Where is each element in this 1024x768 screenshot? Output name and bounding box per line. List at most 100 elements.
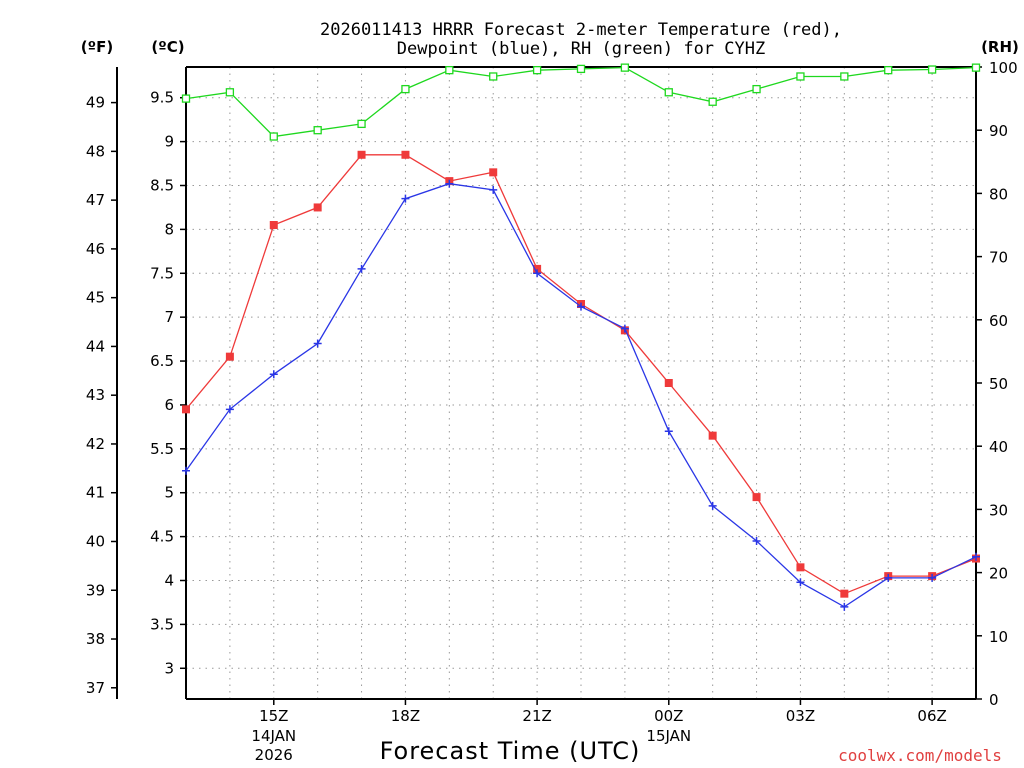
dewpoint-point	[533, 269, 542, 278]
temperature-point	[225, 352, 234, 361]
dewpoint-point	[664, 427, 673, 436]
rh-point	[225, 88, 235, 97]
fahrenheit-tick-label: 46	[86, 240, 105, 258]
rh-point	[971, 63, 981, 72]
rh-tick-label: 30	[989, 501, 1008, 519]
fahrenheit-tick-label: 45	[86, 289, 105, 307]
rh-point	[708, 97, 717, 106]
celsius-tick-label: 8	[164, 220, 174, 238]
celsius-tick-label: 8.5	[150, 177, 174, 195]
dewpoint-point	[489, 185, 498, 194]
rh-tick-label: 10	[989, 628, 1008, 646]
rh-point	[313, 126, 322, 135]
dewpoint-point	[269, 370, 278, 379]
temperature-point	[313, 203, 322, 212]
rh-point	[840, 72, 849, 81]
dewpoint-point	[620, 324, 629, 333]
temperature-point	[708, 431, 717, 440]
rh-point	[796, 72, 805, 81]
rh-point	[489, 72, 498, 81]
dewpoint-point	[796, 578, 805, 587]
x-axis-label: Forecast Time (UTC)	[380, 737, 641, 765]
rh-point	[269, 132, 278, 141]
x-tick-label: 00Z	[654, 707, 683, 725]
rh-tick-label: 40	[989, 438, 1008, 456]
x-tick-label: 18Z	[391, 707, 420, 725]
temperature-point	[357, 150, 366, 159]
date-label: 14JAN	[251, 727, 296, 745]
rh-tick-label: 60	[989, 312, 1008, 330]
fahrenheit-tick-label: 37	[86, 679, 105, 697]
rh-unit-label: (RH)	[981, 38, 1019, 56]
rh-point	[620, 63, 630, 72]
dewpoint-point	[708, 501, 717, 510]
temperature-point	[182, 405, 190, 414]
fahrenheit-tick-label: 41	[86, 484, 105, 502]
fahrenheit-tick-label: 43	[86, 386, 105, 404]
celsius-tick-label: 3.5	[150, 615, 174, 633]
temperature-point	[796, 563, 805, 572]
dewpoint-point	[884, 573, 893, 582]
rh-point	[401, 84, 410, 94]
dewpoint-point	[182, 466, 190, 475]
temperature-point	[269, 221, 278, 229]
fahrenheit-tick-label: 38	[86, 630, 105, 648]
celsius-tick-label: 4	[164, 572, 174, 590]
dewpoint-point	[445, 179, 454, 188]
fahrenheit-tick-label: 49	[86, 94, 105, 112]
dewpoint-point	[357, 264, 366, 273]
dewpoint-point	[577, 302, 585, 311]
fahrenheit-tick-label: 42	[86, 435, 105, 453]
dewpoint-point	[401, 194, 410, 203]
temperature-line	[185, 154, 977, 595]
rh-tick-label: 90	[989, 122, 1008, 140]
rh-point	[664, 88, 673, 97]
rh-point	[181, 94, 191, 103]
rh-point	[927, 65, 937, 74]
dewpoint-point	[752, 537, 761, 545]
celsius-tick-label: 4.5	[150, 528, 174, 546]
celsius-tick-label: 5	[164, 484, 174, 502]
rh-tick-label: 50	[989, 375, 1008, 393]
dewpoint-line	[185, 183, 977, 608]
rh-tick-label: 0	[989, 691, 999, 709]
celsius-unit-label: (ºC)	[151, 38, 184, 56]
temperature-point	[840, 589, 849, 598]
celsius-tick-label: 3	[164, 659, 174, 677]
x-tick-label: 21Z	[522, 707, 551, 725]
dewpoint-point	[972, 552, 980, 561]
fahrenheit-tick-label: 39	[86, 581, 105, 599]
fahrenheit-tick-label: 47	[86, 191, 105, 209]
data-series	[181, 63, 981, 611]
fahrenheit-tick-label: 48	[86, 142, 105, 160]
tick-labels: 3 3.5 4 4.5 5 5.5 6 6.5 7 7.5 8 8.5 9 9.5 37 38 39 40 41 42…	[86, 59, 1018, 764]
dewpoint-point	[928, 573, 937, 582]
chart-title-line1: 2026011413 HRRR Forecast 2-meter Tempera…	[320, 20, 842, 40]
celsius-tick-label: 7.5	[150, 264, 174, 282]
rh-point	[576, 64, 586, 74]
celsius-tick-label: 5.5	[150, 440, 174, 458]
temperature-point	[533, 264, 542, 273]
dewpoint-point	[225, 405, 234, 414]
axes	[111, 66, 982, 705]
temperature-point	[664, 379, 673, 387]
chart-title-line2: Dewpoint (blue), RH (green) for CYHZ	[397, 39, 765, 59]
rh-point	[357, 119, 366, 129]
year-label: 2026	[255, 746, 293, 764]
rh-point	[445, 66, 454, 75]
rh-tick-label: 70	[989, 249, 1008, 267]
dewpoint-point	[840, 602, 849, 611]
x-tick-label: 15Z	[259, 707, 288, 725]
rh-point	[752, 84, 761, 94]
temperature-point	[752, 493, 761, 502]
temperature-point	[489, 168, 498, 177]
temperature-point	[401, 150, 410, 159]
fahrenheit-unit-label: (ºF)	[81, 38, 113, 56]
celsius-tick-label: 9	[164, 133, 174, 151]
rh-tick-label: 100	[989, 59, 1018, 77]
x-tick-label: 06Z	[917, 707, 946, 725]
credit-link[interactable]: coolwx.com/models	[838, 746, 1002, 765]
celsius-tick-label: 6	[164, 396, 174, 414]
gridlines	[186, 67, 976, 699]
celsius-tick-label: 6.5	[150, 352, 174, 370]
